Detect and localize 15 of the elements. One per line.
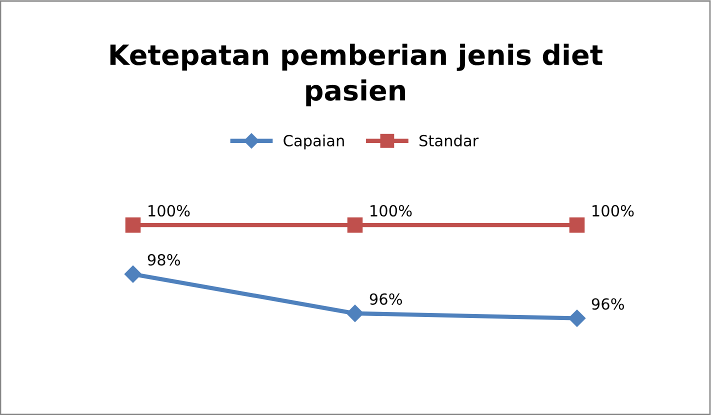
point	[347, 217, 363, 233]
legend-label: Capaian	[284, 134, 344, 150]
point	[569, 217, 585, 233]
point	[125, 217, 141, 233]
point	[124, 266, 142, 283]
data-label: 100%	[370, 204, 412, 217]
point	[568, 310, 586, 327]
chart-title: Ketepatan pemberian jenis diet pasien	[110, 44, 603, 106]
data-label: 96%	[370, 293, 402, 305]
data-label: 100%	[148, 204, 190, 217]
legend-label: Standar	[420, 134, 479, 146]
data-label: 96%	[592, 298, 624, 310]
data-label: 98%	[148, 254, 180, 266]
point	[346, 304, 364, 322]
data-label: 100%	[592, 204, 634, 217]
